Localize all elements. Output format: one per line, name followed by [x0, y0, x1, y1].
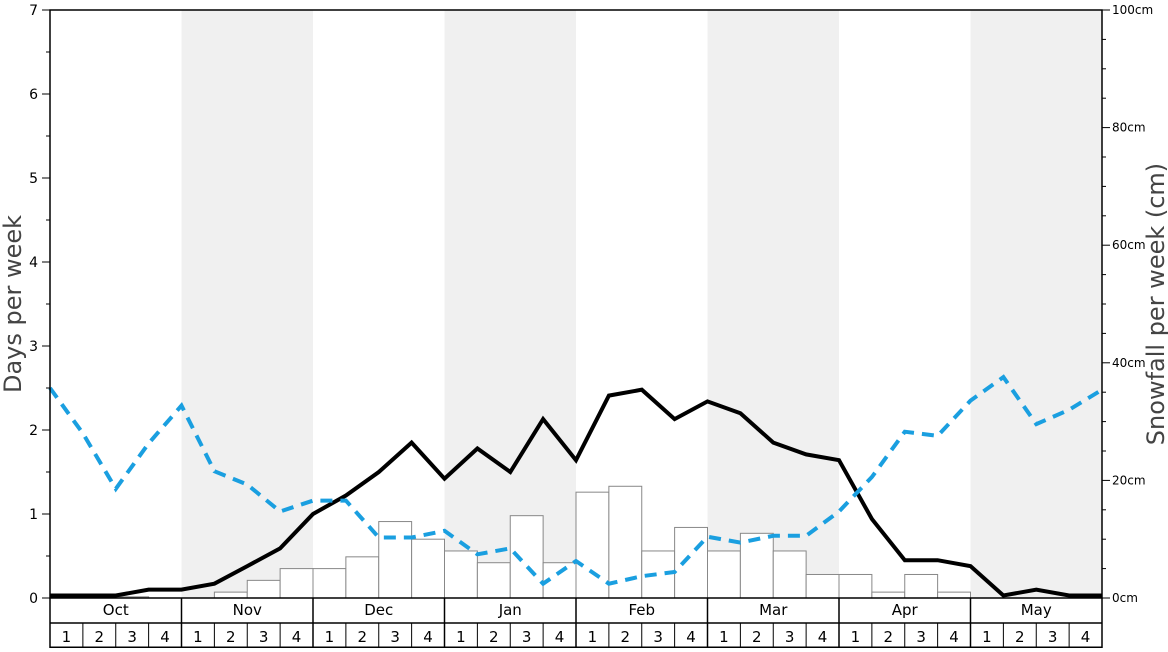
- right-tick-label: 40cm: [1112, 356, 1146, 370]
- right-tick-label: 20cm: [1112, 473, 1146, 487]
- snowfall-bar: [772, 550, 807, 599]
- week-label: 1: [193, 628, 203, 646]
- week-label: 4: [818, 628, 828, 646]
- week-label: 4: [292, 628, 302, 646]
- month-label: Mar: [759, 601, 788, 619]
- week-label: 3: [390, 628, 400, 646]
- week-label: 3: [127, 628, 137, 646]
- month-label: Oct: [103, 601, 129, 619]
- week-label: 4: [160, 628, 170, 646]
- snowfall-bar: [838, 573, 873, 599]
- week-label: 1: [325, 628, 335, 646]
- left-tick-label: 5: [29, 171, 38, 187]
- week-label: 2: [884, 628, 894, 646]
- left-tick-label: 3: [29, 339, 38, 355]
- snowfall-bar: [871, 591, 906, 599]
- snowfall-bar: [575, 491, 610, 599]
- week-label: 1: [982, 628, 992, 646]
- right-tick-label: 0cm: [1112, 591, 1138, 605]
- month-shade-nov: [181, 10, 313, 598]
- snowfall-bar: [279, 568, 314, 599]
- week-label: 4: [686, 628, 696, 646]
- week-label: 1: [62, 628, 72, 646]
- month-label: Nov: [233, 601, 262, 619]
- month-week-axis: Oct 1 2 3 4 Nov 1 2 3 4 Dec 1 2 3 4 Jan 1 2 3 4 Feb 1 2 3 4 Mar 1 2…: [49, 598, 1103, 648]
- week-label: 4: [555, 628, 565, 646]
- snowfall-bar: [904, 573, 939, 599]
- week-label: 2: [489, 628, 499, 646]
- week-label: 4: [1081, 628, 1091, 646]
- snowfall-bar: [805, 573, 840, 599]
- left-tick-label: 2: [29, 423, 38, 439]
- dashed-line-series: [48, 374, 1104, 587]
- snowfall-bar: [345, 556, 380, 599]
- week-label: 2: [1015, 628, 1025, 646]
- week-label: 2: [95, 628, 105, 646]
- week-label: 3: [653, 628, 663, 646]
- snowfall-bar: [674, 526, 708, 599]
- lines-group: [48, 374, 1104, 598]
- left-tick-label: 7: [29, 3, 38, 19]
- snowfall-bar: [937, 591, 971, 599]
- week-label: 1: [456, 628, 466, 646]
- snowfall-bar: [246, 579, 281, 599]
- week-label: 3: [259, 628, 269, 646]
- week-label: 2: [358, 628, 368, 646]
- left-tick-label: 1: [29, 507, 38, 523]
- right-axis-title: Snowfall per week (cm): [1142, 163, 1168, 445]
- month-shade-may: [970, 10, 1102, 598]
- right-tick-label: 60cm: [1112, 238, 1146, 252]
- snowfall-bar: [378, 521, 413, 599]
- week-label: 2: [752, 628, 762, 646]
- week-label: 1: [588, 628, 598, 646]
- week-label: 4: [949, 628, 959, 646]
- left-tick-label: 0: [29, 591, 38, 607]
- week-label: 3: [522, 628, 532, 646]
- month-label: Dec: [364, 601, 393, 619]
- month-label: Apr: [892, 601, 919, 619]
- week-label: 1: [851, 628, 861, 646]
- snowfall-bar: [312, 568, 347, 599]
- week-label: 2: [226, 628, 236, 646]
- snowfall-bar: [213, 591, 248, 599]
- snowfall-bar: [411, 538, 445, 599]
- left-axis-title: Days per week: [0, 215, 27, 393]
- snowfall-bar: [509, 515, 544, 599]
- left-tick-label: 4: [29, 255, 38, 271]
- right-tick-label: 80cm: [1112, 121, 1146, 135]
- week-label: 4: [423, 628, 433, 646]
- week-label: 3: [916, 628, 926, 646]
- snowfall-bar: [476, 562, 511, 599]
- solid-line-series: [50, 387, 1102, 598]
- left-tick-label: 6: [29, 87, 38, 103]
- snowfall-bar: [707, 550, 741, 599]
- week-label: 1: [719, 628, 729, 646]
- month-shade-jan: [444, 10, 576, 598]
- right-tick-label: 100cm: [1112, 3, 1153, 17]
- week-label: 2: [621, 628, 631, 646]
- month-label: May: [1021, 601, 1052, 619]
- snowfall-bar: [739, 532, 774, 599]
- month-label: Feb: [628, 601, 655, 619]
- week-label: 3: [785, 628, 795, 646]
- month-label: Jan: [498, 601, 522, 619]
- week-label: 3: [1048, 628, 1058, 646]
- month-shading: [181, 10, 1102, 598]
- snowfall-bar: [444, 550, 478, 599]
- month-shade-mar: [707, 10, 839, 598]
